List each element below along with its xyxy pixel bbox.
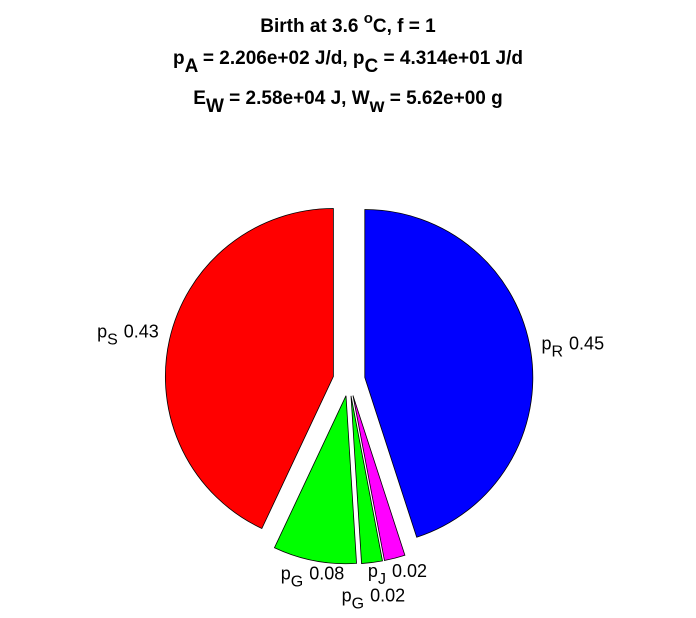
chart-title: Birth at 3.6 oC, f = 1 xyxy=(260,10,436,37)
title-text: p xyxy=(173,48,185,69)
label-sub: S xyxy=(107,331,118,348)
label-name: p xyxy=(97,321,107,341)
title-text: o xyxy=(364,10,373,27)
slice-label: pG 0.08 xyxy=(281,563,345,590)
chart-title: EW = 2.58e+04 J, Ww = 5.62e+00 g xyxy=(193,88,503,117)
label-name: p xyxy=(281,563,291,583)
label-sub: G xyxy=(352,595,364,612)
slice-label: pJ 0.02 xyxy=(368,561,427,588)
pie-slice xyxy=(364,209,534,538)
pie-slice xyxy=(164,208,334,530)
value-label: 0.08 xyxy=(309,563,344,583)
value-label: 0.45 xyxy=(569,334,604,354)
slice-label: pG 0.02 xyxy=(342,585,406,612)
value-label: 0.43 xyxy=(124,321,159,341)
title-text: A xyxy=(185,56,199,77)
title-text: W xyxy=(206,96,224,117)
slice-label: pS 0.43 xyxy=(97,321,159,348)
title-text: = 4.314e+01 J/d xyxy=(378,48,523,69)
title-text: = 5.62e+00 g xyxy=(384,88,502,109)
label-name: p xyxy=(541,334,551,354)
value-label: 0.02 xyxy=(370,585,405,605)
value-label: 0.02 xyxy=(392,561,427,581)
label-name: p xyxy=(342,585,352,605)
pie-slice xyxy=(273,395,357,565)
title-text: w xyxy=(369,96,385,117)
pie-slice xyxy=(350,395,383,564)
title-text: C, f = 1 xyxy=(373,16,436,37)
label-sub: J xyxy=(378,571,386,588)
title-text: Birth at 3.6 xyxy=(260,16,363,37)
label-sub: R xyxy=(551,344,563,361)
pie-slice xyxy=(352,395,406,561)
title-text: E xyxy=(193,88,206,109)
label-sub: G xyxy=(291,573,303,590)
chart-title: pA = 2.206e+02 J/d, pC = 4.314e+01 J/d xyxy=(173,48,523,77)
title-text: C xyxy=(365,56,379,77)
label-name: p xyxy=(368,561,378,581)
slice-label: pR 0.45 xyxy=(541,334,604,361)
title-text: = 2.206e+02 J/d, p xyxy=(198,48,365,69)
title-text: = 2.58e+04 J, W xyxy=(224,88,370,109)
